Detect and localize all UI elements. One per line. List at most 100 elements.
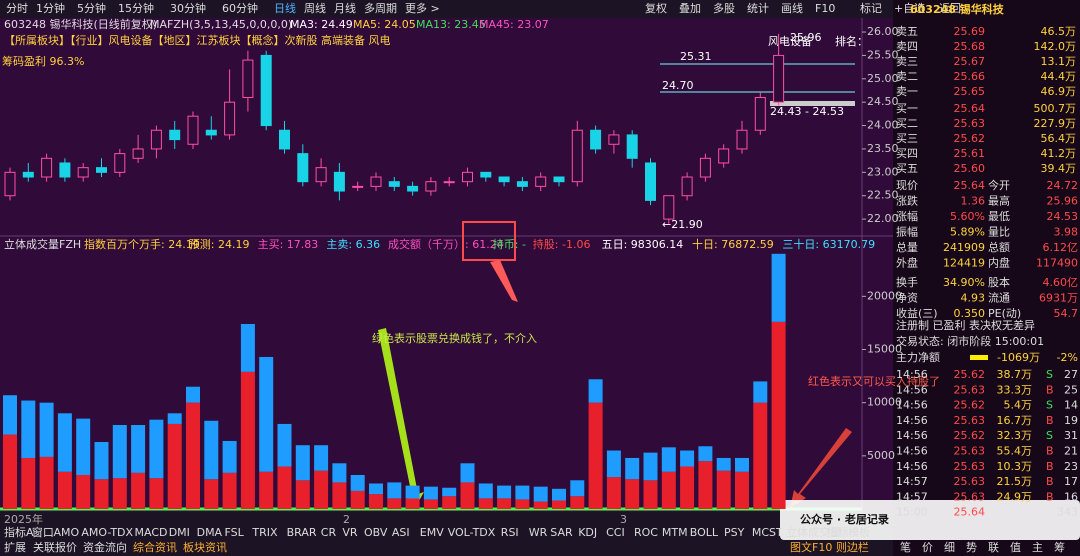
tool-button[interactable]: 标记 (860, 1, 882, 15)
side-tab[interactable]: 价 (922, 541, 933, 554)
trade-volume: 24.9万 (997, 490, 1033, 503)
indicator-tab[interactable]: DMI (169, 526, 190, 539)
indicator-tab[interactable]: 指标 (827, 525, 849, 539)
y-tick-label: 5000 (867, 449, 895, 462)
stat-value: 54.7 (1054, 307, 1079, 320)
period-button[interactable]: 1分钟 (36, 1, 65, 15)
indicator-tab[interactable]: FSL (225, 526, 245, 539)
book-price: 25.65 (954, 85, 986, 98)
indicator-tab[interactable]: SAR (550, 526, 573, 539)
side-tab[interactable]: 势 (966, 541, 977, 554)
indicator-tab[interactable]: 指标A (4, 525, 34, 539)
indicator-tab[interactable]: OBV (364, 526, 388, 539)
corner-tab[interactable]: 图文F10 则边栏 (790, 540, 869, 554)
trade-side: S (1046, 399, 1053, 412)
stat-label: 股本 (988, 275, 1010, 289)
tool-button[interactable]: 统计 (747, 2, 769, 15)
side-tab[interactable]: 主 (1032, 541, 1043, 554)
candle-body (279, 129, 290, 150)
period-button[interactable]: 月线 (334, 1, 356, 15)
indicator-tab[interactable]: PSY (724, 526, 745, 539)
book-volume: 44.4万 (1041, 70, 1077, 83)
volume-bar (240, 323, 255, 372)
trade-time: 14:56 (896, 368, 928, 381)
indicator-tab[interactable]: RSI (501, 526, 519, 539)
indicator-tab[interactable]: CCI (606, 526, 625, 539)
candle-body (114, 153, 126, 173)
book-volume: 500.7万 (1034, 102, 1077, 115)
indicator-tab[interactable]: ASI (392, 526, 410, 539)
stat-value: 5.89% (950, 226, 985, 239)
side-tab[interactable]: 细 (944, 541, 955, 554)
y-tick-label: 10000 (867, 396, 902, 409)
candle-body (699, 157, 711, 178)
indicator-tab[interactable]: MACD (135, 526, 168, 539)
indicator-tab[interactable]: AMO (54, 526, 80, 539)
indicator-tab[interactable]: VOL-TDX (448, 526, 496, 539)
period-button[interactable]: 30分钟 (170, 1, 206, 15)
price-note: 24.70 (662, 79, 694, 92)
indicator-tab[interactable]: 模板 (848, 525, 870, 539)
period-button[interactable]: 60分钟 (222, 1, 258, 15)
candle-body (260, 54, 272, 127)
trade-side: B (1046, 414, 1054, 427)
indicator-tab[interactable]: CR (321, 526, 337, 539)
tool-button[interactable]: F10 (815, 2, 835, 15)
flow-value: -1069万 (997, 351, 1040, 364)
tool-button[interactable]: 复权 (645, 1, 667, 15)
flow-bar (970, 355, 988, 360)
period-button[interactable]: 周线 (304, 1, 326, 15)
info-tab[interactable]: 扩展 (4, 540, 26, 554)
indicator-tab[interactable]: 立体成交量 (786, 525, 841, 539)
volume-bar (131, 472, 146, 509)
indicator-tab[interactable]: DMA (197, 526, 223, 539)
volume-bar (57, 471, 72, 509)
stat-label: 量比 (988, 226, 1010, 239)
volume-bar (680, 466, 695, 509)
indicator-stat: 主卖: 6.36 (326, 238, 380, 251)
indicator-tab[interactable]: MTM (662, 526, 688, 539)
period-button[interactable]: 分时 (6, 2, 28, 15)
tool-button[interactable]: 多股 (713, 1, 735, 15)
info-tab[interactable]: 板块资讯 (183, 540, 227, 554)
indicator-tab[interactable]: EMV (420, 526, 444, 539)
side-tab[interactable]: 联 (988, 541, 999, 554)
info-tab[interactable]: 关联报价 (33, 540, 77, 554)
indicator-tab[interactable]: MCST (752, 526, 783, 539)
candle-body (41, 157, 53, 178)
indicator-tab[interactable]: VR (342, 526, 358, 539)
trade-price: 25.62 (954, 429, 986, 442)
indicator-tab[interactable]: ROC (634, 526, 658, 539)
indicator-tab[interactable]: BRAR (287, 526, 317, 539)
indicator-tab[interactable]: KDJ (578, 526, 597, 539)
indicator-tab[interactable]: BOLL (690, 526, 719, 539)
green-arrow (378, 328, 424, 508)
side-tab[interactable]: 笔 (900, 540, 911, 554)
period-button[interactable]: 更多 > (405, 1, 440, 15)
tool-button[interactable]: 画线 (781, 1, 803, 15)
side-tab[interactable]: 值 (1010, 541, 1021, 554)
info-tab[interactable]: 综合资讯 (133, 540, 177, 554)
trade-time: 14:56 (896, 383, 928, 396)
period-button[interactable]: 日线 (274, 1, 296, 15)
indicator-stat: 成交额（千万）: 61.24 (388, 237, 504, 251)
period-button[interactable]: 5分钟 (77, 1, 106, 15)
trade-volume: 33.3万 (997, 383, 1033, 396)
indicator-tab[interactable]: WR (529, 526, 548, 539)
stat-label: 收益(三) (896, 306, 938, 320)
trade-volume: 16.7万 (997, 414, 1033, 427)
side-tab[interactable]: 筹 (1054, 540, 1065, 554)
indicator-tab[interactable]: AMO-TDX (81, 526, 133, 539)
tool-button[interactable]: 返回 (939, 2, 961, 15)
indicator-tab[interactable]: TRIX (251, 526, 278, 539)
date-label: 2 (343, 513, 350, 526)
indicator-tab[interactable]: 窗口 (32, 525, 54, 539)
candle-body (773, 54, 785, 103)
info-tab[interactable]: 资金流向 (83, 540, 127, 554)
period-button[interactable]: 15分钟 (118, 1, 154, 15)
volume-bar (204, 420, 219, 480)
y-tick-label: 23.50 (867, 142, 899, 155)
tool-button[interactable]: +自选 (894, 2, 925, 15)
period-button[interactable]: 多周期 (364, 1, 397, 15)
tool-button[interactable]: 叠加 (679, 2, 701, 15)
